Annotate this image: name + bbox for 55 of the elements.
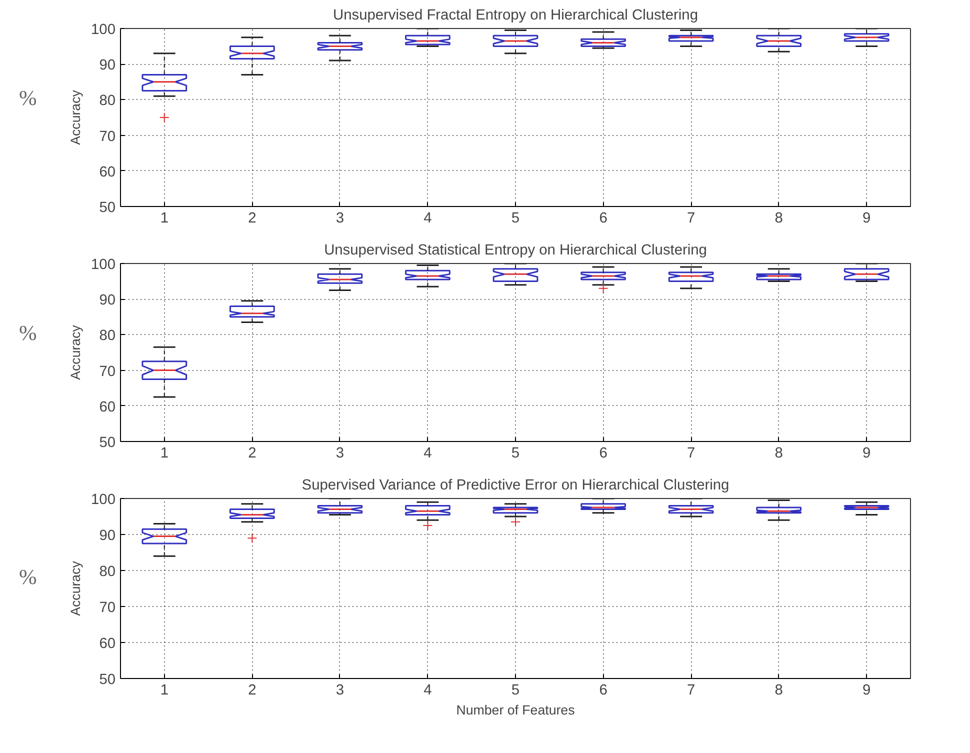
- x-tick-label: 1: [160, 210, 168, 226]
- x-tick-label: 5: [511, 682, 520, 698]
- y-tick-label: 60: [99, 164, 116, 180]
- y-tick-label: 70: [99, 600, 116, 616]
- text: %: [19, 85, 37, 112]
- x-tick-label: 8: [774, 682, 783, 698]
- x-tick-label: 3: [336, 682, 344, 698]
- y-tick-label: 50: [99, 200, 116, 216]
- chart-title: Supervised Variance of Predictive Error on Hierarchical Clustering: [302, 478, 730, 494]
- x-tick-label: 5: [511, 210, 520, 226]
- x-tick-label: 5: [511, 446, 520, 462]
- x-tick-label: 8: [774, 446, 783, 462]
- x-tick-label: 6: [599, 446, 608, 462]
- x-tick-label: 6: [599, 682, 608, 698]
- x-tick-label: 8: [774, 210, 783, 226]
- y-tick-label: 100: [91, 22, 116, 38]
- y-tick-label: 80: [99, 328, 116, 344]
- x-tick-label: 9: [862, 210, 871, 226]
- x-tick-label: 9: [862, 446, 871, 462]
- x-axis-title: Number of Features: [456, 702, 576, 718]
- y-tick-label: 100: [91, 492, 116, 508]
- x-tick-label: 9: [862, 682, 871, 698]
- y-tick-label: 80: [99, 564, 116, 580]
- x-tick-label: 1: [160, 446, 168, 462]
- x-tick-label: 6: [599, 210, 608, 226]
- x-tick-label: 2: [248, 446, 256, 462]
- x-tick-label: 3: [336, 210, 344, 226]
- x-tick-label: 2: [248, 210, 256, 226]
- y-tick-label: 80: [99, 93, 116, 110]
- x-tick-label: 4: [424, 446, 432, 462]
- x-tick-label: 7: [686, 210, 696, 226]
- x-tick-label: 3: [336, 446, 344, 462]
- y-tick-label: 50: [99, 672, 116, 688]
- y-tick-label: 90: [99, 528, 116, 544]
- y-tick-label: 60: [99, 636, 116, 652]
- y-tick-label: 100: [91, 257, 116, 273]
- y-tick-label: 50: [99, 435, 116, 451]
- text: %: [19, 320, 37, 347]
- x-tick-label: 1: [160, 682, 168, 698]
- y-tick-label: 90: [99, 292, 116, 309]
- x-tick-label: 2: [248, 682, 256, 698]
- y-tick-label: 90: [99, 58, 116, 74]
- x-tick-label: 4: [424, 210, 432, 226]
- y-tick-label: 70: [99, 128, 116, 145]
- y-tick-label: 60: [99, 399, 116, 416]
- x-tick-label: 7: [686, 446, 696, 462]
- x-tick-label: 7: [686, 682, 696, 698]
- y-axis-title: Accuracy: [68, 560, 84, 616]
- x-tick-label: 4: [424, 682, 432, 698]
- chart-title: Unsupervised Statistical Entropy on Hierarchical Clustering: [324, 242, 707, 258]
- chart-title: Unsupervised Fractal Entropy on Hierarchical Clustering: [333, 8, 698, 24]
- y-axis-title: Accuracy: [68, 324, 84, 380]
- text: %: [19, 564, 37, 591]
- y-axis-title: Accuracy: [68, 90, 84, 145]
- y-tick-label: 70: [99, 364, 116, 380]
